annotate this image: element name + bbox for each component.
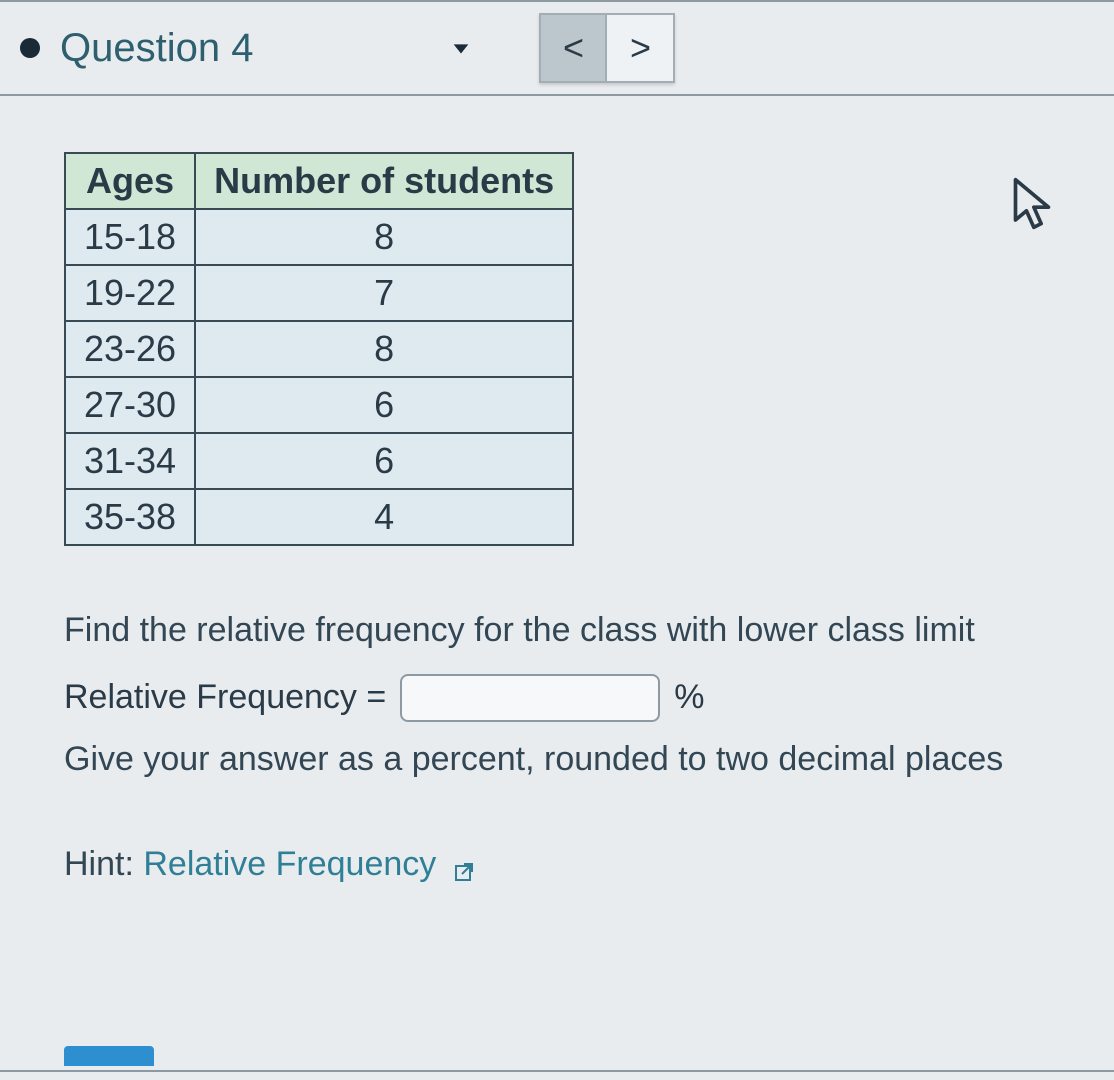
question-title: Question 4 <box>60 26 253 71</box>
external-link-icon <box>452 854 476 878</box>
question-prompt: Find the relative frequency for the clas… <box>64 602 1058 660</box>
cell-count: 8 <box>195 209 573 265</box>
prev-button[interactable]: < <box>541 15 607 81</box>
question-body: Ages Number of students 15-18 8 19-22 7 … <box>0 96 1114 914</box>
cell-count: 8 <box>195 321 573 377</box>
next-button[interactable]: > <box>607 15 673 81</box>
hint-prefix: Hint: <box>64 845 143 883</box>
answer-input[interactable] <box>400 674 660 722</box>
hint-row: Hint: Relative Frequency <box>64 845 1058 884</box>
chevron-right-icon: > <box>630 27 651 69</box>
cell-age: 35-38 <box>65 489 195 545</box>
cell-count: 6 <box>195 433 573 489</box>
status-dot-icon <box>20 38 40 58</box>
cell-age: 31-34 <box>65 433 195 489</box>
table-row: 35-38 4 <box>65 489 573 545</box>
footer-divider <box>0 1070 1114 1080</box>
cell-age: 15-18 <box>65 209 195 265</box>
table-row: 15-18 8 <box>65 209 573 265</box>
answer-unit: % <box>674 678 704 717</box>
hint-link[interactable]: Relative Frequency <box>143 845 475 883</box>
table-header-row: Ages Number of students <box>65 153 573 209</box>
col-number: Number of students <box>195 153 573 209</box>
cell-count: 4 <box>195 489 573 545</box>
dropdown-caret-icon[interactable] <box>447 34 475 62</box>
frequency-table: Ages Number of students 15-18 8 19-22 7 … <box>64 152 574 546</box>
table-row: 23-26 8 <box>65 321 573 377</box>
cell-count: 6 <box>195 377 573 433</box>
answer-row: Relative Frequency = % <box>64 674 1058 722</box>
hint-link-text: Relative Frequency <box>143 845 436 883</box>
cell-count: 7 <box>195 265 573 321</box>
table-row: 19-22 7 <box>65 265 573 321</box>
cursor-icon <box>1010 176 1054 228</box>
chevron-left-icon: < <box>563 27 584 69</box>
question-header: Question 4 < > <box>0 0 1114 96</box>
table-row: 27-30 6 <box>65 377 573 433</box>
cell-age: 23-26 <box>65 321 195 377</box>
cell-age: 27-30 <box>65 377 195 433</box>
answer-instruction: Give your answer as a percent, rounded t… <box>64 740 1058 779</box>
submit-button[interactable] <box>64 1046 154 1066</box>
nav-buttons: < > <box>539 13 675 83</box>
answer-label: Relative Frequency = <box>64 678 386 717</box>
col-ages: Ages <box>65 153 195 209</box>
table-row: 31-34 6 <box>65 433 573 489</box>
cell-age: 19-22 <box>65 265 195 321</box>
